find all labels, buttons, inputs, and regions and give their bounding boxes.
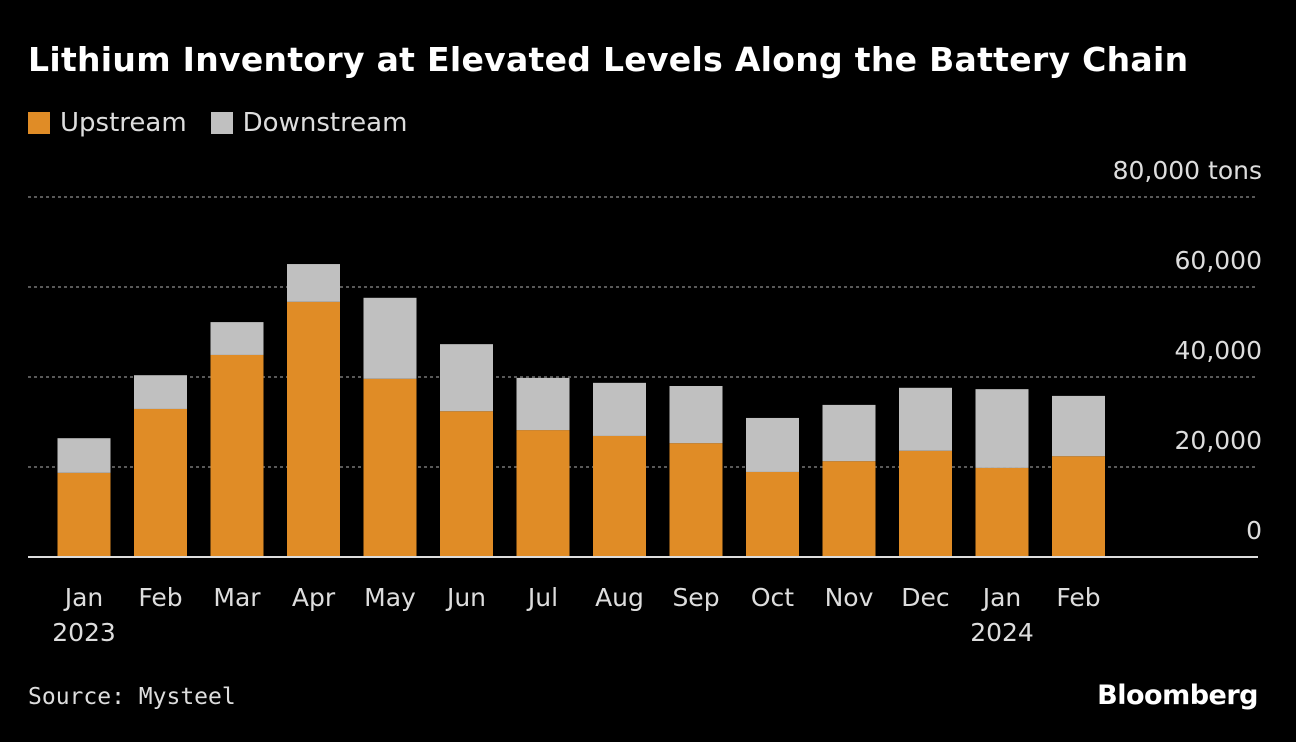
bar-upstream — [363, 378, 417, 557]
bar-upstream — [899, 450, 952, 557]
bar-downstream — [899, 387, 952, 451]
source-note: Source: Mysteel — [28, 684, 236, 710]
bloomberg-logo: Bloomberg — [1097, 680, 1258, 711]
bar-downstream — [1052, 395, 1105, 457]
bar-downstream — [363, 297, 417, 379]
bar-downstream — [287, 264, 340, 302]
legend-label-downstream: Downstream — [242, 108, 408, 138]
bar-downstream — [746, 417, 799, 472]
x-tick-label: Feb — [1056, 583, 1100, 612]
legend-item-downstream: Downstream — [210, 108, 408, 138]
x-tick-label: Dec — [901, 583, 949, 612]
x-tick-label: May — [364, 583, 416, 612]
x-tick-label: Jun — [445, 583, 486, 612]
bar-upstream — [822, 461, 876, 557]
bar-upstream — [746, 471, 799, 557]
bar-upstream — [57, 472, 111, 557]
legend-label-upstream: Upstream — [60, 108, 187, 138]
y-tick-label: 40,000 — [1175, 336, 1262, 365]
y-tick-label: 0 — [1246, 516, 1262, 545]
x-year-label: 2024 — [970, 618, 1034, 647]
legend-swatch-downstream — [210, 112, 233, 134]
x-tick-label: Aug — [595, 583, 644, 612]
bar-downstream — [57, 438, 111, 473]
x-tick-label: Jan — [63, 583, 104, 612]
bar-upstream — [134, 408, 187, 557]
x-tick-label: Nov — [825, 583, 874, 612]
bar-upstream — [1052, 456, 1105, 557]
bar-upstream — [975, 467, 1029, 557]
bar-downstream — [516, 377, 570, 431]
bar-upstream — [669, 443, 723, 557]
bar-downstream — [975, 389, 1029, 468]
y-tick-label: 60,000 — [1175, 246, 1262, 275]
bar-downstream — [822, 404, 876, 462]
bar-downstream — [210, 322, 264, 355]
legend: Upstream Downstream — [28, 108, 407, 138]
x-tick-label: Feb — [138, 583, 182, 612]
x-year-label: 2023 — [52, 618, 116, 647]
bar-upstream — [210, 354, 264, 557]
bar-downstream — [440, 344, 493, 412]
y-tick-label: 20,000 — [1175, 426, 1262, 455]
bar-upstream — [516, 430, 570, 557]
bar-downstream — [669, 386, 723, 444]
bar-upstream — [593, 435, 646, 557]
bar-upstream — [287, 301, 340, 557]
x-tick-label: Oct — [751, 583, 794, 612]
bar-upstream — [440, 411, 493, 557]
chart-title: Lithium Inventory at Elevated Levels Alo… — [28, 40, 1189, 79]
bar-downstream — [134, 375, 187, 409]
y-tick-label: 80,000 tons — [1113, 156, 1262, 185]
legend-item-upstream: Upstream — [28, 108, 187, 138]
bar-downstream — [593, 382, 646, 436]
x-tick-label: Apr — [292, 583, 336, 612]
legend-swatch-upstream — [28, 112, 50, 134]
x-tick-label: Mar — [213, 583, 261, 612]
x-tick-label: Jul — [526, 583, 558, 612]
x-tick-label: Sep — [672, 583, 719, 612]
x-tick-label: Jan — [981, 583, 1022, 612]
